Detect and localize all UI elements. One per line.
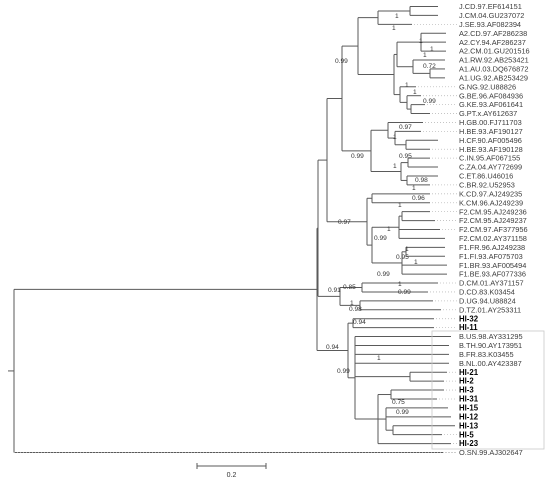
support-value: 1 <box>393 134 397 141</box>
support-value: 0.94 <box>326 344 339 351</box>
support-value: 0.85 <box>343 284 356 291</box>
support-value: 1 <box>412 185 416 192</box>
support-value: 0.98 <box>349 306 362 313</box>
tip-label: HI-21 <box>459 368 479 377</box>
tip-label: G.PT.x.AY612637 <box>459 109 517 118</box>
tip-label: D.TZ.01.AY253311 <box>459 305 521 314</box>
support-value: 0.99 <box>337 368 350 375</box>
tip-label: K.CM.96.AJ249239 <box>459 198 523 207</box>
tip-label: B.US.98.AY331295 <box>459 332 523 341</box>
tip-label: F2.CM.95.AJ249236 <box>459 207 527 216</box>
tip-label: HI-32 <box>459 314 479 323</box>
support-value: 1 <box>414 259 418 266</box>
tip-label: F1.FI.93.AF075703 <box>459 252 523 261</box>
support-value: 1 <box>395 13 399 20</box>
tip-label: HI-12 <box>459 412 479 421</box>
support-value: 0.96 <box>412 195 425 202</box>
tip-label: O.SN.99.AJ302647 <box>459 448 523 457</box>
tip-label: A1.AU.03.DQ676872 <box>459 65 528 74</box>
subtype-b-highlight-box <box>431 330 545 450</box>
support-value: 0.99 <box>396 409 409 416</box>
support-value: 1 <box>419 38 423 45</box>
support-value: 0.97 <box>399 124 412 131</box>
tip-label: G.KE.93.AF061641 <box>459 100 523 109</box>
support-value: 1 <box>423 52 427 59</box>
tip-label: HI-15 <box>459 404 479 413</box>
tip-label: HI-11 <box>459 323 478 332</box>
tip-label: F1.BE.93.AF077336 <box>459 270 526 279</box>
tip-label: J.CM.04.GU237072 <box>459 11 524 20</box>
support-value: 1 <box>413 89 417 96</box>
tip-label: D.CM.01.AY371157 <box>459 279 524 288</box>
tip-label: A2.CY.94.AF286237 <box>459 38 526 47</box>
tip-label: HI-5 <box>459 430 474 439</box>
tip-label: A1.RW.92.AB253421 <box>459 56 529 65</box>
tip-label: C.IN.95.AF067155 <box>459 154 520 163</box>
scale-bar-label: 0.2 <box>227 472 237 479</box>
tip-label: H.BE.93.AF190128 <box>459 145 523 154</box>
support-value: 0.99 <box>351 153 364 160</box>
support-value: 1 <box>393 163 397 170</box>
support-value: 0.99 <box>335 58 348 65</box>
support-value: 0.99 <box>398 289 411 296</box>
tip-label: G.NG.92.U88826 <box>459 82 516 91</box>
tip-label: F2.CM.95.AJ249237 <box>459 216 527 225</box>
support-value: 1 <box>430 46 434 53</box>
tip-label: F2.CM.02.AY371158 <box>459 234 527 243</box>
tip-label: H.CF.90.AF005496 <box>459 136 522 145</box>
support-value: 1 <box>392 25 396 32</box>
support-value: 1 <box>398 281 402 288</box>
tip-label: D.CD.83.K03454 <box>459 288 515 297</box>
tip-label: J.SE.93.AF082394 <box>459 20 521 29</box>
tip-label: F1.BR.93.AF005494 <box>459 261 526 270</box>
tip-label: H.GB.00.FJ711703 <box>459 118 522 127</box>
tip-label: C.BR.92.U52953 <box>459 181 515 190</box>
support-value: 1 <box>350 300 354 307</box>
support-value: 1 <box>387 226 391 233</box>
support-value: 0.72 <box>423 63 436 70</box>
support-value: 0.75 <box>392 399 405 406</box>
support-value: 0.94 <box>353 319 366 326</box>
tip-leader-lines <box>14 23 457 453</box>
tip-label: H.BE.93.AF190127 <box>459 127 523 136</box>
tip-label: A1.UG.92.AB253429 <box>459 73 528 82</box>
support-value: 0.95 <box>396 254 409 261</box>
tip-labels: J.CD.97.EF614151J.CM.04.GU237072J.SE.93.… <box>459 2 530 457</box>
scale-bar: 0.2 <box>196 463 267 479</box>
tip-label: C.ET.86.U46016 <box>459 172 513 181</box>
support-value: 1 <box>398 202 402 209</box>
support-value: 0.98 <box>415 177 428 184</box>
tip-label: G.BE.96.AF084936 <box>459 91 523 100</box>
tip-label: K.CD.97.AJ249235 <box>459 189 522 198</box>
tip-label: B.NL.00.AY423387 <box>459 359 522 368</box>
support-value: 0.95 <box>399 153 412 160</box>
tip-label: HI-3 <box>459 386 474 395</box>
tip-label: A2.CD.97.AF286238 <box>459 29 527 38</box>
tip-label: C.ZA.04.AY772699 <box>459 163 522 172</box>
tip-label: B.FR.83.K03455 <box>459 350 514 359</box>
tip-label: HI-23 <box>459 439 479 448</box>
tip-label: HI-2 <box>459 377 474 386</box>
tip-label: A2.CM.01.GU201516 <box>459 47 530 56</box>
tip-label: J.CD.97.EF614151 <box>459 2 522 11</box>
tip-label: HI-13 <box>459 421 479 430</box>
tip-label: HI-31 <box>459 395 479 404</box>
tip-label: F2.CM.97.AF377956 <box>459 225 528 234</box>
support-value: 0.99 <box>423 98 436 105</box>
support-value: 1 <box>377 355 381 362</box>
tip-label: F1.FR.96.AJ249238 <box>459 243 525 252</box>
support-value: 1 <box>405 82 409 89</box>
support-value: 0.99 <box>374 235 387 242</box>
tip-label: B.TH.90.AY173951 <box>459 341 522 350</box>
support-value: 0.97 <box>338 219 351 226</box>
support-value: 0.91 <box>328 287 341 294</box>
support-value: 0.99 <box>377 271 390 278</box>
tip-label: D.UG.94.U88824 <box>459 296 516 305</box>
support-value: 1 <box>405 246 409 253</box>
